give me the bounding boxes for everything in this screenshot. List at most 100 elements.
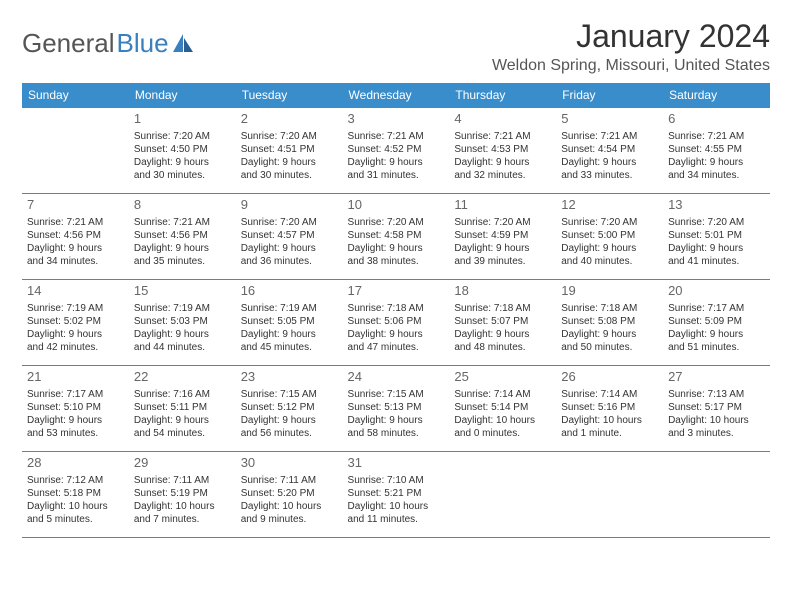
- calendar-row: 1Sunrise: 7:20 AMSunset: 4:50 PMDaylight…: [22, 108, 770, 194]
- sunset-text: Sunset: 5:21 PM: [348, 487, 445, 500]
- daylight-text: Daylight: 10 hours: [454, 414, 551, 427]
- sunset-text: Sunset: 5:11 PM: [134, 401, 231, 414]
- calendar-cell: 9Sunrise: 7:20 AMSunset: 4:57 PMDaylight…: [236, 194, 343, 280]
- sunrise-text: Sunrise: 7:14 AM: [454, 388, 551, 401]
- sunset-text: Sunset: 5:17 PM: [668, 401, 765, 414]
- calendar-cell: 27Sunrise: 7:13 AMSunset: 5:17 PMDayligh…: [663, 366, 770, 452]
- sunrise-text: Sunrise: 7:11 AM: [134, 474, 231, 487]
- sunset-text: Sunset: 4:56 PM: [134, 229, 231, 242]
- sunset-text: Sunset: 5:13 PM: [348, 401, 445, 414]
- daylight-text: and 44 minutes.: [134, 341, 231, 354]
- day-number: 4: [454, 111, 551, 128]
- sunset-text: Sunset: 5:05 PM: [241, 315, 338, 328]
- daylight-text: and 48 minutes.: [454, 341, 551, 354]
- sunset-text: Sunset: 5:20 PM: [241, 487, 338, 500]
- sunset-text: Sunset: 5:12 PM: [241, 401, 338, 414]
- daylight-text: and 30 minutes.: [241, 169, 338, 182]
- calendar-cell: 20Sunrise: 7:17 AMSunset: 5:09 PMDayligh…: [663, 280, 770, 366]
- sunrise-text: Sunrise: 7:13 AM: [668, 388, 765, 401]
- calendar-cell: 14Sunrise: 7:19 AMSunset: 5:02 PMDayligh…: [22, 280, 129, 366]
- daylight-text: Daylight: 9 hours: [241, 414, 338, 427]
- sunrise-text: Sunrise: 7:12 AM: [27, 474, 124, 487]
- calendar-cell-empty: [663, 452, 770, 538]
- daylight-text: and 7 minutes.: [134, 513, 231, 526]
- daylight-text: Daylight: 10 hours: [241, 500, 338, 513]
- day-number: 7: [27, 197, 124, 214]
- sunrise-text: Sunrise: 7:21 AM: [668, 130, 765, 143]
- logo-text-1: General: [22, 28, 115, 59]
- calendar-cell: 19Sunrise: 7:18 AMSunset: 5:08 PMDayligh…: [556, 280, 663, 366]
- calendar-cell: 29 Sunrise: 7:11 AMSunset: 5:19 PMDayligh…: [129, 452, 236, 538]
- sunset-text: Sunset: 4:51 PM: [241, 143, 338, 156]
- daylight-text: Daylight: 9 hours: [27, 242, 124, 255]
- sunset-text: Sunset: 5:01 PM: [668, 229, 765, 242]
- daylight-text: Daylight: 9 hours: [348, 242, 445, 255]
- daylight-text: Daylight: 9 hours: [668, 242, 765, 255]
- daylight-text: Daylight: 9 hours: [454, 156, 551, 169]
- day-number: 3: [348, 111, 445, 128]
- daylight-text: Daylight: 9 hours: [134, 156, 231, 169]
- sunrise-text: Sunrise: 7:20 AM: [668, 216, 765, 229]
- location: Weldon Spring, Missouri, United States: [492, 57, 770, 75]
- day-number: 19: [561, 283, 658, 300]
- month-title: January 2024: [492, 18, 770, 55]
- daylight-text: and 33 minutes.: [561, 169, 658, 182]
- sunset-text: Sunset: 5:02 PM: [27, 315, 124, 328]
- logo: General Blue: [22, 28, 195, 59]
- day-number: 9: [241, 197, 338, 214]
- day-number: 18: [454, 283, 551, 300]
- sunset-text: Sunset: 5:19 PM: [134, 487, 231, 500]
- daylight-text: Daylight: 10 hours: [134, 500, 231, 513]
- day-number: 25: [454, 369, 551, 386]
- daylight-text: and 34 minutes.: [27, 255, 124, 268]
- sunrise-text: Sunrise: 7:21 AM: [348, 130, 445, 143]
- daylight-text: Daylight: 9 hours: [241, 328, 338, 341]
- calendar-cell: 18Sunrise: 7:18 AMSunset: 5:07 PMDayligh…: [449, 280, 556, 366]
- daylight-text: Daylight: 9 hours: [348, 414, 445, 427]
- sunrise-text: Sunrise: 7:16 AM: [134, 388, 231, 401]
- daylight-text: Daylight: 9 hours: [241, 242, 338, 255]
- sunrise-text: Sunrise: 7:20 AM: [134, 130, 231, 143]
- daylight-text: Daylight: 9 hours: [561, 242, 658, 255]
- header: General Blue January 2024 Weldon Spring,…: [22, 18, 770, 75]
- day-number: 21: [27, 369, 124, 386]
- sunset-text: Sunset: 4:52 PM: [348, 143, 445, 156]
- daylight-text: and 30 minutes.: [134, 169, 231, 182]
- sunrise-text: Sunrise: 7:21 AM: [134, 216, 231, 229]
- sunset-text: Sunset: 4:50 PM: [134, 143, 231, 156]
- sunrise-text: Sunrise: 7:20 AM: [454, 216, 551, 229]
- calendar-cell: 25Sunrise: 7:14 AMSunset: 5:14 PMDayligh…: [449, 366, 556, 452]
- daylight-text: Daylight: 9 hours: [134, 328, 231, 341]
- daylight-text: and 56 minutes.: [241, 427, 338, 440]
- sunrise-text: Sunrise: 7:20 AM: [241, 216, 338, 229]
- weekday-header: Saturday: [663, 83, 770, 108]
- calendar-cell-empty: [449, 452, 556, 538]
- calendar-cell: 15Sunrise: 7:19 AMSunset: 5:03 PMDayligh…: [129, 280, 236, 366]
- sunrise-text: Sunrise: 7:20 AM: [241, 130, 338, 143]
- sunrise-text: Sunrise: 7:15 AM: [348, 388, 445, 401]
- daylight-text: Daylight: 9 hours: [668, 328, 765, 341]
- daylight-text: and 40 minutes.: [561, 255, 658, 268]
- calendar-cell-empty: [556, 452, 663, 538]
- daylight-text: and 31 minutes.: [348, 169, 445, 182]
- day-number: 29: [134, 455, 231, 472]
- calendar-row: 28Sunrise: 7:12 AMSunset: 5:18 PMDayligh…: [22, 452, 770, 538]
- weekday-header: Monday: [129, 83, 236, 108]
- logo-text-2: Blue: [117, 28, 169, 59]
- sunrise-text: Sunrise: 7:20 AM: [348, 216, 445, 229]
- daylight-text: and 0 minutes.: [454, 427, 551, 440]
- calendar-cell: 1Sunrise: 7:20 AMSunset: 4:50 PMDaylight…: [129, 108, 236, 194]
- daylight-text: Daylight: 9 hours: [348, 328, 445, 341]
- calendar-cell: 31Sunrise: 7:10 AMSunset: 5:21 PMDayligh…: [343, 452, 450, 538]
- day-number: 5: [561, 111, 658, 128]
- day-number: 24: [348, 369, 445, 386]
- day-number: 11: [454, 197, 551, 214]
- calendar-cell: 21Sunrise: 7:17 AMSunset: 5:10 PMDayligh…: [22, 366, 129, 452]
- daylight-text: and 36 minutes.: [241, 255, 338, 268]
- day-number: 17: [348, 283, 445, 300]
- daylight-text: Daylight: 9 hours: [561, 156, 658, 169]
- weekday-header: Tuesday: [236, 83, 343, 108]
- daylight-text: and 51 minutes.: [668, 341, 765, 354]
- day-number: 8: [134, 197, 231, 214]
- daylight-text: and 58 minutes.: [348, 427, 445, 440]
